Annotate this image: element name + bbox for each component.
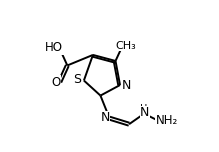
- Text: N: N: [140, 106, 150, 119]
- Text: O: O: [51, 76, 61, 88]
- Text: NH₂: NH₂: [156, 114, 178, 127]
- Text: S: S: [74, 73, 81, 86]
- Text: HO: HO: [45, 41, 63, 54]
- Text: N: N: [122, 79, 131, 92]
- Text: CH₃: CH₃: [115, 41, 136, 51]
- Text: H: H: [140, 104, 148, 114]
- Text: N: N: [100, 111, 110, 124]
